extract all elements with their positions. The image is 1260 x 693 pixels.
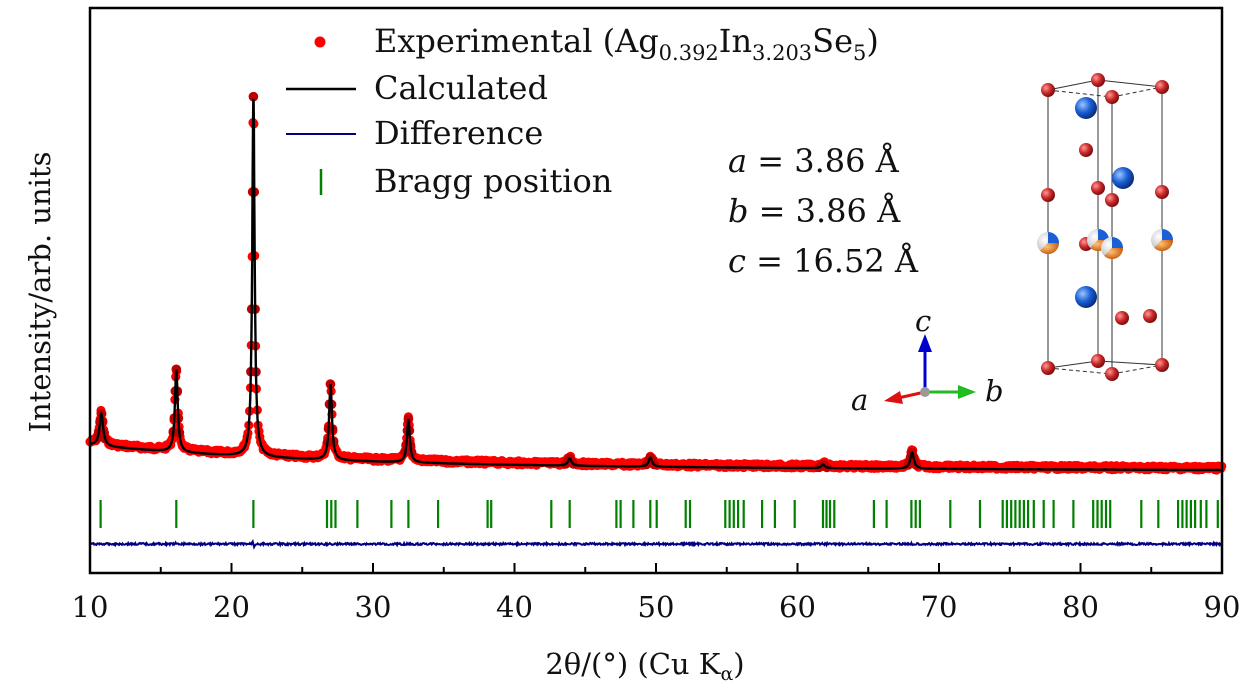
series-calculated-line [90, 98, 1222, 472]
lattice-c: c = 16.52 Å [728, 242, 919, 280]
x-axis-title-close: ) [733, 647, 744, 681]
legend-bragg-label: Bragg position [374, 162, 612, 200]
selenium-atom [1155, 358, 1169, 372]
a-axis-arrowhead [884, 391, 903, 404]
b-axis-label: b [985, 374, 1004, 408]
unit-cell-illustration [1037, 73, 1174, 381]
legend-difference-label: Difference [374, 114, 543, 152]
selenium-atom [1091, 73, 1105, 87]
series-layer [85, 91, 1227, 550]
mixed-site-atom [1101, 237, 1124, 260]
selenium-atom [1041, 188, 1055, 202]
experimental-point [248, 91, 259, 102]
c-axis-label: c [915, 304, 931, 338]
selenium-atom [1115, 311, 1129, 325]
selenium-atom [1105, 193, 1119, 207]
legend-experimental-label: Experimental (Ag0.392In3.203Se5) [374, 22, 879, 65]
selenium-atom [1105, 90, 1119, 104]
selenium-atom [1041, 83, 1055, 97]
x-tick-label: 50 [638, 590, 675, 624]
mixed-site-atom [1037, 232, 1059, 255]
selenium-atom [1091, 181, 1105, 195]
a-axis-label: a [851, 383, 868, 417]
legend-experimental-marker [314, 36, 326, 48]
x-tick-label: 60 [779, 590, 816, 624]
lattice-a: a = 3.86 Å [728, 142, 900, 180]
c-axis-arrowhead [918, 334, 932, 352]
ticks-layer: 10 20 30 40 50 60 70 80 90 [72, 563, 1241, 624]
series-bragg-positions [99, 500, 1219, 528]
selenium-atom [1041, 361, 1055, 375]
selenium-atom [1091, 354, 1105, 368]
x-tick-label: 70 [921, 590, 958, 624]
selenium-atom [1079, 143, 1093, 157]
mixed-site-atom [1151, 229, 1174, 252]
unit-cell-edges [1047, 79, 1163, 375]
selenium-atom [1155, 185, 1169, 199]
x-tick-label: 10 [72, 590, 109, 624]
x-tick-label: 90 [1204, 590, 1241, 624]
x-axis-title-sub: α [720, 663, 733, 685]
x-tick-label: 30 [355, 590, 392, 624]
lattice-b: b = 3.86 Å [728, 192, 901, 230]
y-axis-title: Intensity/arb. units [23, 152, 57, 433]
indium-atom [1075, 286, 1097, 308]
selenium-atom [1155, 80, 1169, 94]
series-difference-line [89, 538, 1223, 550]
indium-atom [1112, 167, 1134, 189]
legend: Experimental (Ag0.392In3.203Se5) Calcula… [286, 22, 879, 200]
x-axis-title: 2θ/(°) (Cu Kα) [545, 647, 744, 685]
selenium-atom [1105, 367, 1119, 381]
selenium-atom [1143, 309, 1157, 323]
legend-calculated-label: Calculated [374, 69, 548, 107]
lattice-parameters: a = 3.86 Å b = 3.86 Å c = 16.52 Å [728, 142, 919, 280]
b-axis-arrowhead [958, 385, 976, 399]
atoms [1037, 73, 1174, 381]
x-tick-label: 80 [1062, 590, 1099, 624]
indium-atom [1075, 97, 1097, 119]
crystal-axes-indicator: c b a [851, 304, 1004, 417]
x-tick-label: 40 [496, 590, 533, 624]
x-axis-title-main: 2θ/(°) (Cu K [545, 647, 721, 681]
x-tick-label: 20 [213, 590, 250, 624]
axes-origin [920, 387, 930, 397]
